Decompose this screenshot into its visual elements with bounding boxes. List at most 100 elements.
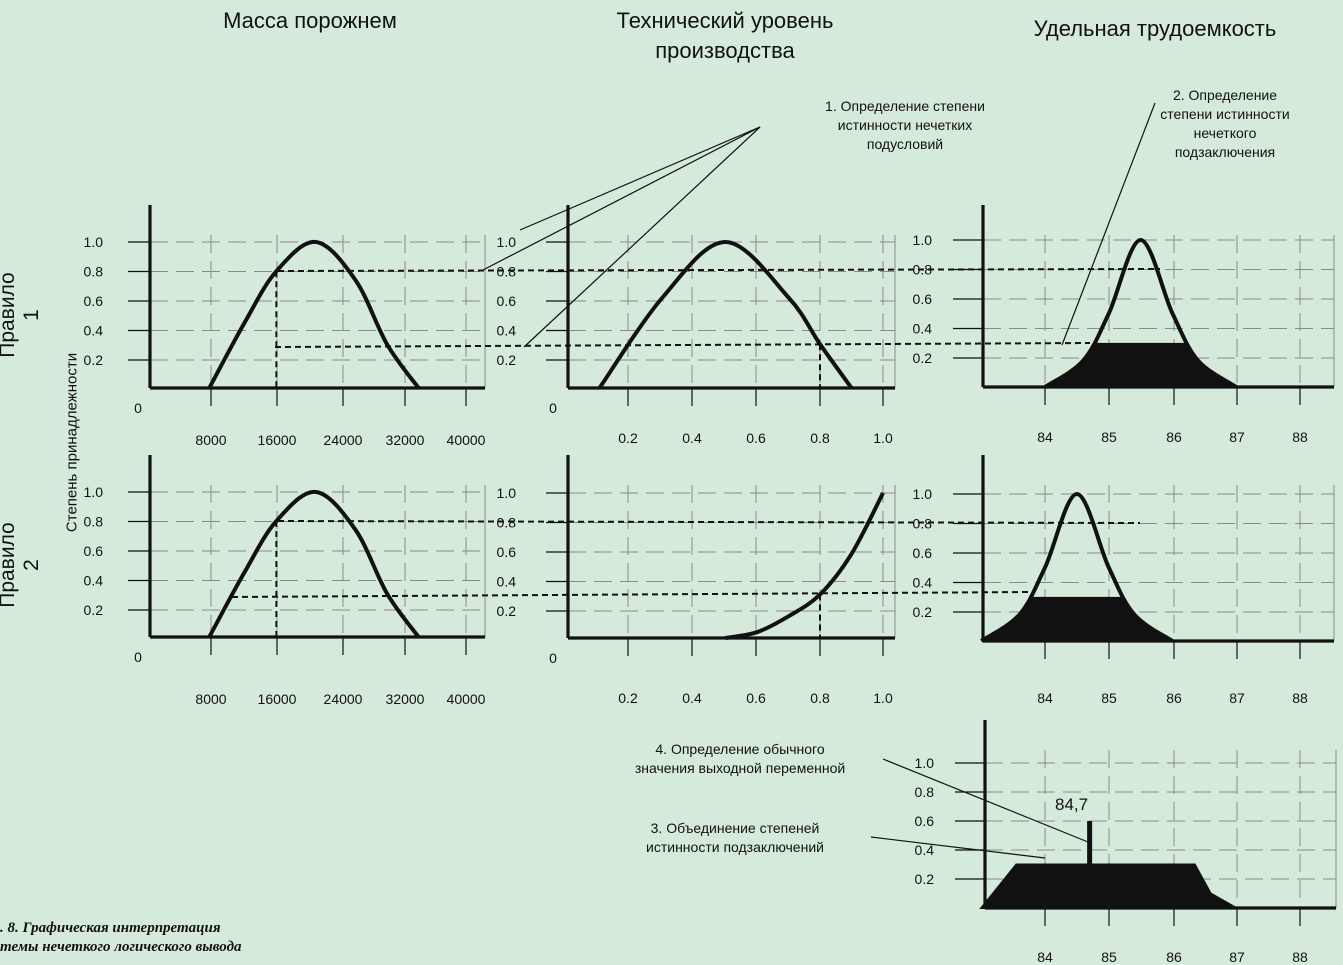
column-title-labor: Удельная трудоемкость [1033,16,1277,41]
x-tick-label: 40000 [447,432,486,448]
y-tick-label: 1.0 [84,234,104,250]
x-tick-label: 24000 [324,432,363,448]
y-tick-label: 0.2 [497,352,517,368]
figure-caption: . 8. Графическая интерпретация темы нече… [0,920,242,955]
x-tick-label: 88 [1292,949,1308,965]
x-tick-label: 88 [1292,690,1308,706]
x-tick-label: 0.6 [746,690,766,706]
y-tick-label: 0.2 [915,871,935,887]
x-tick-label: 0.2 [618,430,638,446]
truncated-area [1045,342,1237,387]
y-tick-label: 0.6 [913,291,933,307]
x-tick-label: 8000 [195,691,226,707]
y-tick-label: 0.2 [84,352,104,368]
y-tick-label: 0.8 [84,514,104,530]
membership-curve [597,239,854,390]
y-tick-label: 0.4 [497,574,517,590]
note-fuzzy-conditions: 1. Определение степени истинности нечетк… [825,98,985,152]
y-tick-label: 0.4 [497,323,517,339]
x-tick-label: 0.4 [682,430,702,446]
x-tick-label: 86 [1166,949,1182,965]
panel-rule1-tech: 0.2 0.4 0.6 0.8 1.0 0.2 0.4 0.6 0.8 1.0 0 [497,205,896,446]
y-tick-label: 0.8 [497,264,517,280]
leader-fuzzy-conditions-3 [523,126,761,348]
leader-defuzzification [882,758,1089,843]
panel-rule1-labor: 0.20.40.60.81.084 85 86 87 88 [913,205,1335,445]
note-fuzzy-conclusion: 2. Определение степени истинности нечетк… [1160,87,1290,160]
x-tick-label: 85 [1101,690,1117,706]
x-tick-label: 84 [1037,690,1053,706]
y-tick-label: 1.0 [497,234,517,250]
origin-label: 0 [134,649,142,665]
y-tick-label: 0.6 [915,813,935,829]
truncated-area [983,596,1173,641]
y-tick-label: 0.4 [84,573,104,589]
projection-rule2-high [277,520,1141,524]
x-tick-label: 87 [1229,429,1245,445]
membership-curve [207,239,421,390]
x-tick-label: 0.8 [810,690,830,706]
x-tick-label: 32000 [386,691,425,707]
y-tick-label: 0.2 [84,602,104,618]
x-tick-label: 16000 [258,691,297,707]
row-label-rule2: Правило 2 [0,522,43,608]
origin-label: 0 [134,400,142,416]
column-title-tech: Технический уровень производства [616,8,834,63]
x-tick-label: 1.0 [873,690,893,706]
membership-curve [1043,237,1238,389]
y-tick-label: 0.4 [913,321,933,337]
y-tick-label: 0.6 [497,544,517,560]
membership-curve [980,491,1174,643]
y-tick-label: 0.8 [497,515,517,531]
y-tick-label: 1.0 [913,486,933,502]
x-tick-label: 0.8 [810,430,830,446]
x-tick-label: 88 [1292,429,1308,445]
x-tick-label: 0.2 [618,690,638,706]
projection-rule1-low [274,342,1091,348]
y-tick-label: 0.2 [497,603,517,619]
x-tick-label: 84 [1037,429,1053,445]
y-tick-label: 1.0 [497,485,517,501]
x-tick-label: 16000 [258,432,297,448]
y-tick-label: 0.2 [913,350,933,366]
x-tick-label: 85 [1101,949,1117,965]
x-tick-label: 85 [1101,429,1117,445]
y-tick-label: 0.4 [84,323,104,339]
y-tick-label: 0.2 [913,604,933,620]
projection-rule1-high [277,268,1161,272]
leader-fuzzy-conditions-2 [519,126,761,231]
x-tick-label: 87 [1229,949,1245,965]
panel-rule2-labor: 0.2 0.4 0.6 0.8 1.0 84 85 86 87 88 [913,455,1335,706]
y-tick-label: 1.0 [84,484,104,500]
x-tick-label: 86 [1166,690,1182,706]
x-tick-label: 8000 [195,432,226,448]
y-tick-label: 0.6 [913,545,933,561]
x-tick-label: 32000 [386,432,425,448]
y-tick-label: 0.4 [915,842,935,858]
origin-label: 0 [549,400,557,416]
leader-fuzzy-conclusion [1061,102,1156,346]
x-tick-label: 40000 [447,691,486,707]
x-tick-label: 84 [1037,949,1053,965]
panel-rule2-mass: 0.2 0.4 0.6 0.8 1.0 8000 16000 24000 32000 40000 0 [84,455,486,707]
x-tick-label: 24000 [324,691,363,707]
membership-curve [207,489,421,639]
y-tick-label: 0.6 [497,293,517,309]
y-axis-label: Степень принадлежности [63,352,81,533]
y-tick-label: 1.0 [915,755,935,771]
x-tick-label: 0.6 [746,430,766,446]
membership-curve [725,492,885,640]
origin-label: 0 [549,650,557,666]
y-tick-label: 0.6 [84,543,104,559]
x-tick-label: 0.4 [682,690,702,706]
y-tick-label: 0.8 [913,516,933,532]
x-tick-label: 1.0 [873,430,893,446]
leader-fuzzy-conditions-1 [482,126,761,271]
y-tick-label: 0.8 [915,784,935,800]
y-tick-label: 1.0 [913,232,933,248]
y-tick-label: 0.6 [84,293,104,309]
leader-aggregation [870,836,1046,859]
y-tick-label: 0.8 [84,264,104,280]
